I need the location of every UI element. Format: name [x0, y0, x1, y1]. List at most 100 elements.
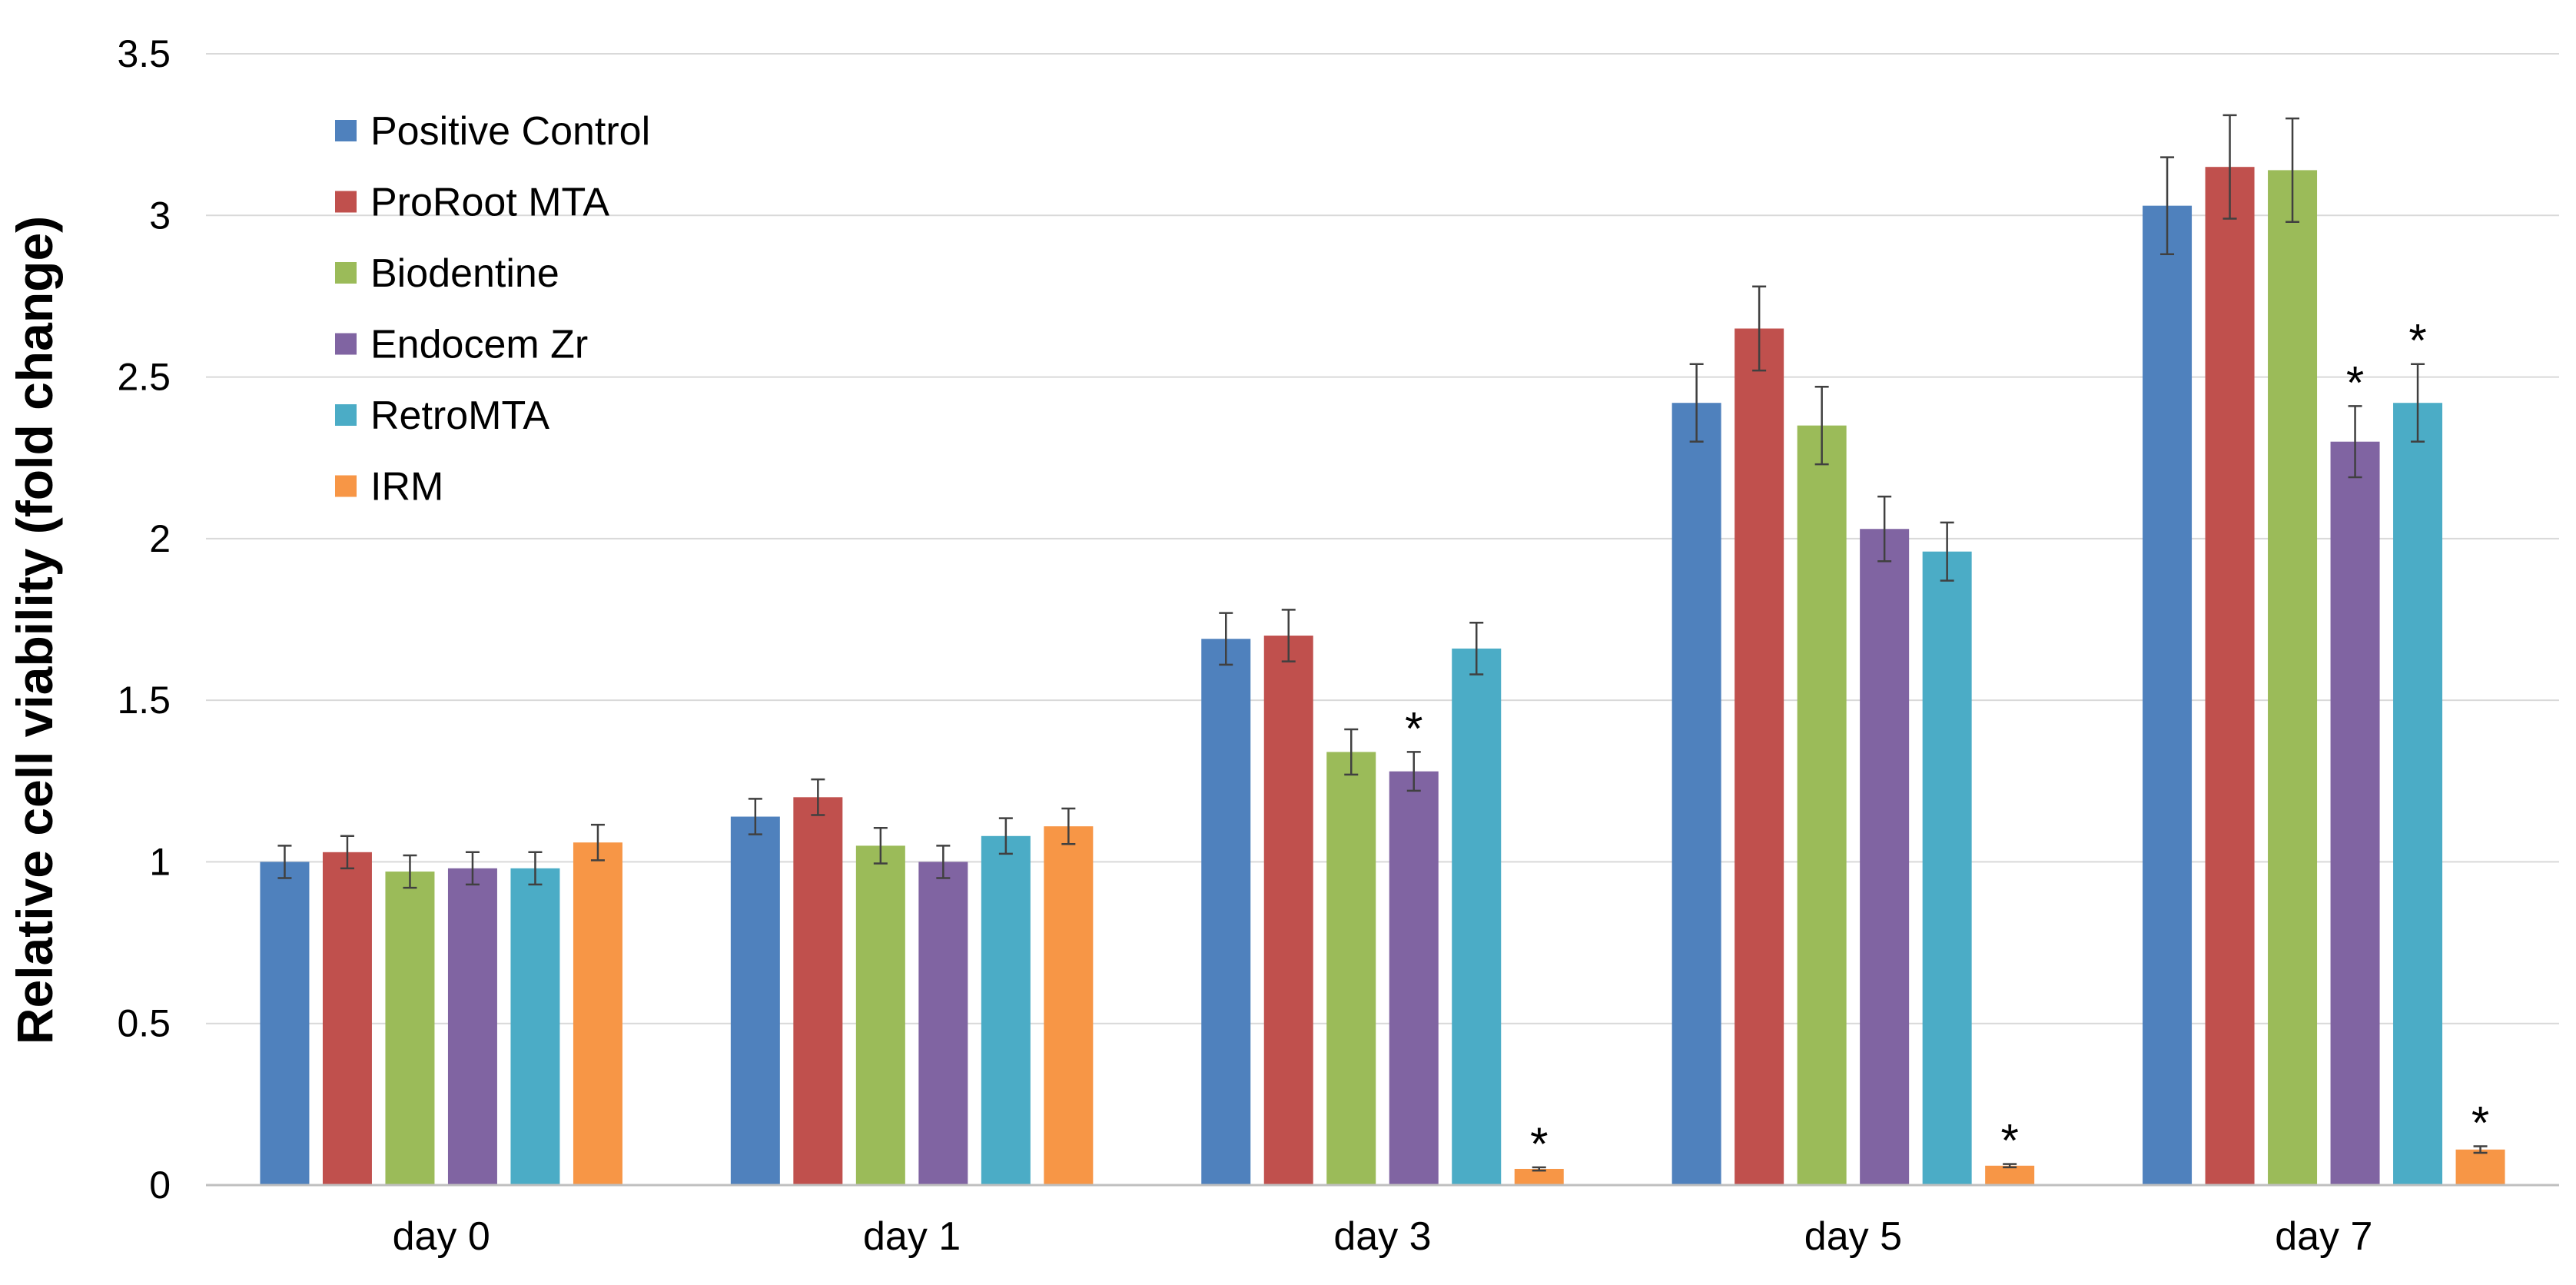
error-bar: [465, 851, 480, 886]
error-bar: [936, 845, 951, 879]
legend-label: Positive Control: [370, 109, 650, 154]
y-axis-label: Relative cell viability (fold change): [6, 216, 63, 1044]
y-tick-label: 1.5: [117, 679, 171, 722]
bar-proroot-mta: [793, 797, 843, 1185]
legend-swatch: [335, 191, 357, 213]
bar-retromta: [510, 868, 560, 1185]
error-bar: [2411, 363, 2425, 443]
error-bar: [340, 835, 354, 870]
error-bar: [1940, 521, 1954, 582]
bar-proroot-mta: [1734, 328, 1784, 1185]
bar-retromta: [1922, 551, 1972, 1185]
bar-irm: [1514, 1168, 1564, 1185]
bar-positive-control: [730, 816, 780, 1185]
bar-irm: [2455, 1149, 2505, 1185]
legend: Positive Control ProRoot MTA Biodentine End…: [335, 109, 650, 510]
bar-positive-control: [1671, 403, 1721, 1185]
bar-endocem-zr: [2330, 441, 2380, 1185]
x-tick-label: day 5: [1804, 1214, 1902, 1259]
bar-irm: [573, 842, 622, 1185]
error-bar: [1532, 1166, 1546, 1172]
error-bar: [2348, 405, 2362, 479]
bars: [260, 167, 2505, 1186]
y-tick-label: 2.5: [117, 356, 171, 399]
bar-biodentine: [385, 872, 435, 1185]
error-bar: [277, 845, 292, 879]
bar-endocem-zr: [918, 862, 968, 1185]
bar-biodentine: [1326, 752, 1376, 1185]
significance-marker: *: [2346, 357, 2364, 408]
y-tick-label: 0.5: [117, 1002, 171, 1045]
error-bar: [2222, 114, 2237, 220]
legend-item: Positive Control: [335, 109, 650, 154]
bar-endocem-zr: [1860, 529, 1910, 1185]
bar-proroot-mta: [1263, 636, 1313, 1185]
axes: 0 0.5 1 1.5 2 2.5 3 3.5 day 0 day 1 day 3 day 5 day …: [117, 32, 2559, 1259]
legend-item: Endocem Zr: [335, 323, 588, 367]
legend-label: RetroMTA: [370, 393, 549, 438]
legend-swatch: [335, 404, 357, 426]
bar-endocem-zr: [1389, 771, 1439, 1185]
legend-item: RetroMTA: [335, 393, 549, 438]
legend-item: Biodentine: [335, 251, 559, 296]
error-bar: [811, 778, 825, 816]
error-bar: [1814, 385, 1829, 466]
error-bar: [1344, 728, 1359, 776]
bar-irm: [1044, 826, 1094, 1185]
bar-positive-control: [2143, 205, 2193, 1185]
error-bar: [1061, 807, 1076, 845]
bar-positive-control: [260, 862, 310, 1185]
error-bar: [2003, 1163, 2017, 1169]
y-tick-label: 2: [149, 517, 171, 560]
legend-label: Endocem Zr: [370, 323, 588, 367]
bar-proroot-mta: [322, 852, 372, 1185]
error-bar: [403, 854, 417, 889]
x-tick-label: day 1: [863, 1214, 961, 1259]
error-bar: [873, 827, 888, 865]
legend-swatch: [335, 120, 357, 141]
legend-label: Biodentine: [370, 251, 559, 296]
legend-item: ProRoot MTA: [335, 181, 609, 225]
legend-swatch: [335, 475, 357, 497]
bar-biodentine: [1797, 425, 1847, 1185]
y-tick-label: 3: [149, 194, 171, 237]
error-bar: [2286, 117, 2300, 223]
legend-label: IRM: [370, 465, 443, 510]
error-bar: [528, 851, 543, 886]
error-bar: [1219, 612, 1233, 666]
bar-biodentine: [855, 845, 905, 1185]
bar-irm: [1985, 1165, 2035, 1185]
error-bars: * * * * * *: [277, 114, 2489, 1172]
significance-marker: *: [1530, 1118, 1548, 1170]
bar-biodentine: [2268, 170, 2318, 1185]
error-bar: [1877, 495, 1892, 563]
bar-endocem-zr: [447, 868, 497, 1185]
bar-proroot-mta: [2205, 167, 2255, 1186]
error-bar: [1689, 363, 1704, 443]
legend-swatch: [335, 262, 357, 284]
error-bar: [1752, 285, 1767, 372]
significance-marker: *: [2408, 315, 2426, 367]
y-tick-label: 1: [149, 840, 171, 883]
bar-retromta: [2393, 403, 2443, 1185]
significance-marker: *: [1405, 702, 1422, 754]
bar-retromta: [1452, 648, 1502, 1185]
significance-marker: *: [2000, 1115, 2018, 1167]
error-bar: [2160, 156, 2175, 256]
significance-marker: *: [2471, 1097, 2489, 1149]
legend-item: IRM: [335, 465, 443, 510]
x-tick-label: day 7: [2275, 1214, 2372, 1259]
bar-positive-control: [1201, 639, 1251, 1185]
error-bar: [1469, 621, 1484, 676]
error-bar: [1406, 751, 1421, 792]
error-bar: [748, 798, 762, 835]
legend-label: ProRoot MTA: [370, 181, 609, 225]
y-tick-label: 0: [149, 1164, 171, 1207]
error-bar: [590, 823, 605, 862]
error-bar: [2473, 1145, 2488, 1154]
bar-retromta: [981, 835, 1031, 1185]
y-tick-label: 3.5: [117, 32, 171, 75]
error-bar: [1281, 609, 1296, 662]
